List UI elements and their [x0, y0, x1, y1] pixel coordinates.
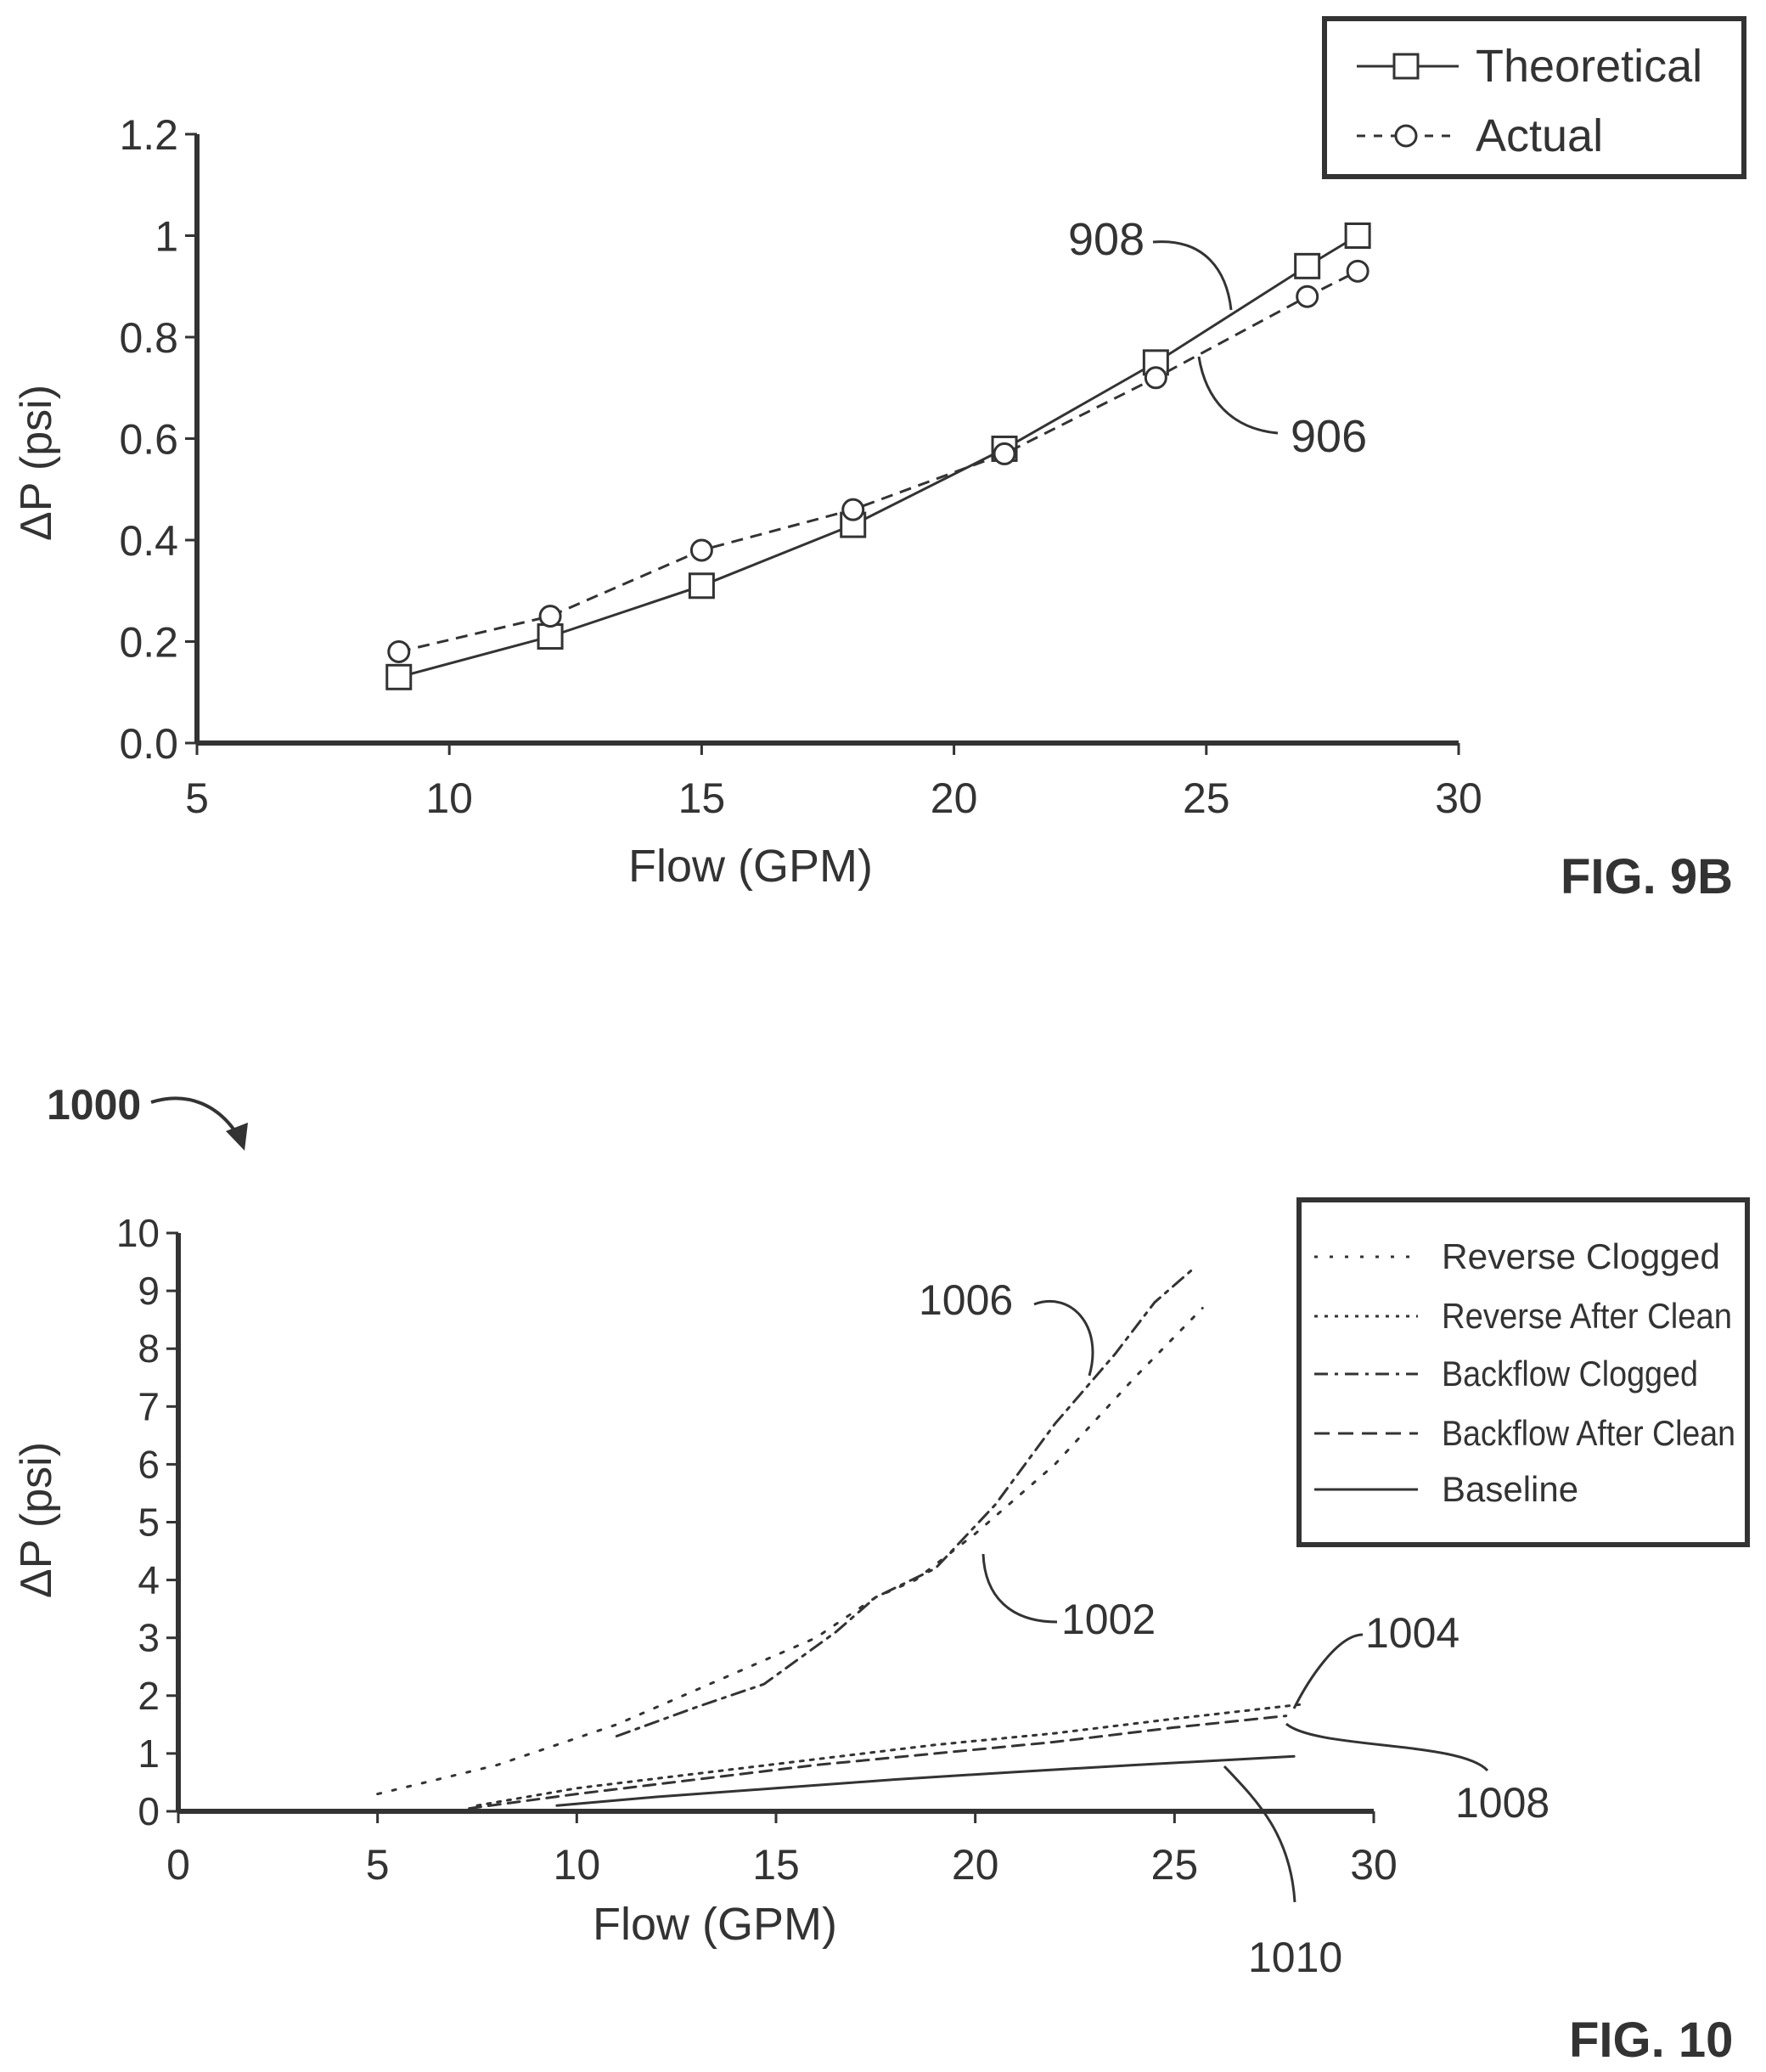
- y-tick-label: 2: [138, 1674, 160, 1718]
- data-point-actual: [993, 442, 1016, 465]
- legend-label-theoretical: Theoretical: [1476, 41, 1702, 92]
- figure-label-9b: FIG. 9B: [1561, 849, 1733, 904]
- data-point-actual: [689, 538, 713, 562]
- callout-leader-908: [1152, 240, 1233, 311]
- callout-1010: 1010: [1248, 1934, 1342, 1981]
- y-tick-label: 3: [138, 1616, 160, 1660]
- x-tick-label: 0: [166, 1841, 190, 1889]
- data-point-theoretical: [385, 663, 413, 690]
- x-tick-label: 15: [678, 774, 726, 822]
- y-tick-marks: [185, 132, 1460, 755]
- series-line-theoretical: [398, 234, 1358, 678]
- y-tick-label: 10: [116, 1211, 160, 1255]
- x-tick-labels: 5 10 15 20 25 30: [185, 774, 1482, 822]
- y-tick-labels: 0.0 0.2 0.4 0.6 0.8 1 1.2: [119, 111, 178, 768]
- reference-label-1000: 1000: [47, 1081, 141, 1129]
- data-point-actual: [1296, 284, 1319, 308]
- series-line-reverse-clogged: [376, 1307, 1204, 1796]
- x-tick-label: 5: [185, 774, 209, 822]
- callout-906: 906: [1291, 411, 1367, 462]
- callout-leader-1010: [1223, 1765, 1296, 1903]
- callout-1004: 1004: [1365, 1609, 1459, 1657]
- x-tick-label: 10: [425, 774, 473, 822]
- series-line-actual: [398, 269, 1358, 653]
- y-tick-label: 1: [138, 1731, 160, 1776]
- reference-arrow-head: [226, 1123, 248, 1151]
- y-axis-label: ΔP (psi): [12, 1442, 61, 1598]
- series-line-backflow-clogged: [615, 1266, 1196, 1737]
- callout-1002: 1002: [1061, 1596, 1156, 1643]
- series-group: [385, 222, 1371, 690]
- x-tick-label: 25: [1151, 1841, 1199, 1889]
- callout-leader-1002: [981, 1553, 1058, 1624]
- y-tick-marks: [166, 1231, 1375, 1823]
- y-tick-label: 0: [138, 1789, 160, 1833]
- y-tick-label: 0.2: [119, 619, 178, 667]
- series-actual: [387, 259, 1369, 663]
- callout-908: 908: [1068, 214, 1145, 265]
- series-theoretical: [385, 222, 1371, 690]
- legend-square-marker: [1392, 53, 1420, 80]
- y-tick-labels: 0 1 2 3 4 5 6 7 8 9 10: [116, 1211, 160, 1833]
- x-tick-label: 20: [952, 1841, 999, 1889]
- legend-label-backflow-after-clean: Backflow After Clean: [1442, 1413, 1735, 1453]
- series-line-baseline: [555, 1754, 1296, 1807]
- y-axis-label: ΔP (psi): [12, 385, 61, 541]
- x-tick-label: 10: [554, 1841, 601, 1889]
- legend-label-reverse-after-clean: Reverse After Clean: [1442, 1296, 1732, 1336]
- data-point-theoretical: [688, 572, 715, 600]
- legend-label-baseline: Baseline: [1442, 1469, 1578, 1509]
- data-point-theoretical: [1344, 222, 1371, 249]
- y-tick-label: 0.8: [119, 314, 178, 362]
- y-tick-label: 5: [138, 1501, 160, 1545]
- reference-arrow-shaft: [150, 1096, 241, 1140]
- data-point-actual: [538, 605, 562, 628]
- x-tick-labels: 0 5 10 15 20 25 30: [166, 1841, 1398, 1889]
- y-tick-label: 0.4: [119, 517, 178, 565]
- y-tick-label: 6: [138, 1442, 160, 1486]
- callout-leader-1004: [1292, 1633, 1364, 1709]
- callout-1006: 1006: [919, 1276, 1013, 1324]
- callout-leader-906: [1197, 356, 1279, 435]
- y-tick-label: 1: [155, 213, 178, 261]
- series-line-backflow-after-clean: [468, 1714, 1288, 1810]
- callout-1008: 1008: [1455, 1779, 1549, 1827]
- data-point-actual: [387, 639, 411, 663]
- x-axis-label: Flow (GPM): [628, 841, 873, 892]
- legend-label-actual: Actual: [1476, 110, 1603, 161]
- legend-circle-marker: [1394, 124, 1418, 148]
- legend: Reverse Clogged Reverse After Clean Back…: [1296, 1197, 1750, 1547]
- legend: Theoretical Actual: [1322, 16, 1746, 179]
- legend-label-backflow-clogged: Backflow Clogged: [1442, 1354, 1698, 1394]
- y-tick-label: 1.2: [119, 111, 178, 159]
- data-point-theoretical: [537, 623, 564, 650]
- data-point-theoretical: [1294, 252, 1321, 279]
- y-tick-label: 7: [138, 1384, 160, 1428]
- callout-leader-1008: [1285, 1722, 1489, 1772]
- x-tick-label: 30: [1435, 774, 1482, 822]
- x-tick-label: 20: [931, 774, 978, 822]
- legend-label-reverse-clogged: Reverse Clogged: [1442, 1236, 1720, 1276]
- x-tick-label: 25: [1183, 774, 1230, 822]
- figure-label-10: FIG. 10: [1569, 2013, 1733, 2068]
- data-point-actual: [1144, 366, 1167, 390]
- data-point-actual: [1346, 259, 1369, 283]
- chart-fig-9b: 0.0 0.2 0.4 0.6 0.8 1 1.2 5 10 15 20 25 30 Flow (GP…: [12, 16, 1746, 904]
- y-tick-label: 4: [138, 1558, 160, 1602]
- x-tick-label: 15: [752, 1841, 800, 1889]
- data-point-actual: [841, 498, 865, 521]
- y-tick-label: 0.0: [119, 720, 178, 768]
- series-line-reverse-after-clean: [475, 1703, 1303, 1807]
- chart-fig-10: 1000 0 1 2 3 4 5 6 7 8 9 10 0 5 10 15 20 25 30 Flow (GPM…: [12, 1081, 1750, 2068]
- callout-leader-1006: [1033, 1299, 1094, 1377]
- y-tick-label: 8: [138, 1326, 160, 1371]
- y-tick-label: 0.6: [119, 416, 178, 464]
- y-tick-label: 9: [138, 1269, 160, 1313]
- x-tick-label: 30: [1350, 1841, 1398, 1889]
- series-group: [376, 1266, 1303, 1810]
- x-tick-label: 5: [366, 1841, 390, 1889]
- x-axis-label: Flow (GPM): [593, 1899, 837, 1950]
